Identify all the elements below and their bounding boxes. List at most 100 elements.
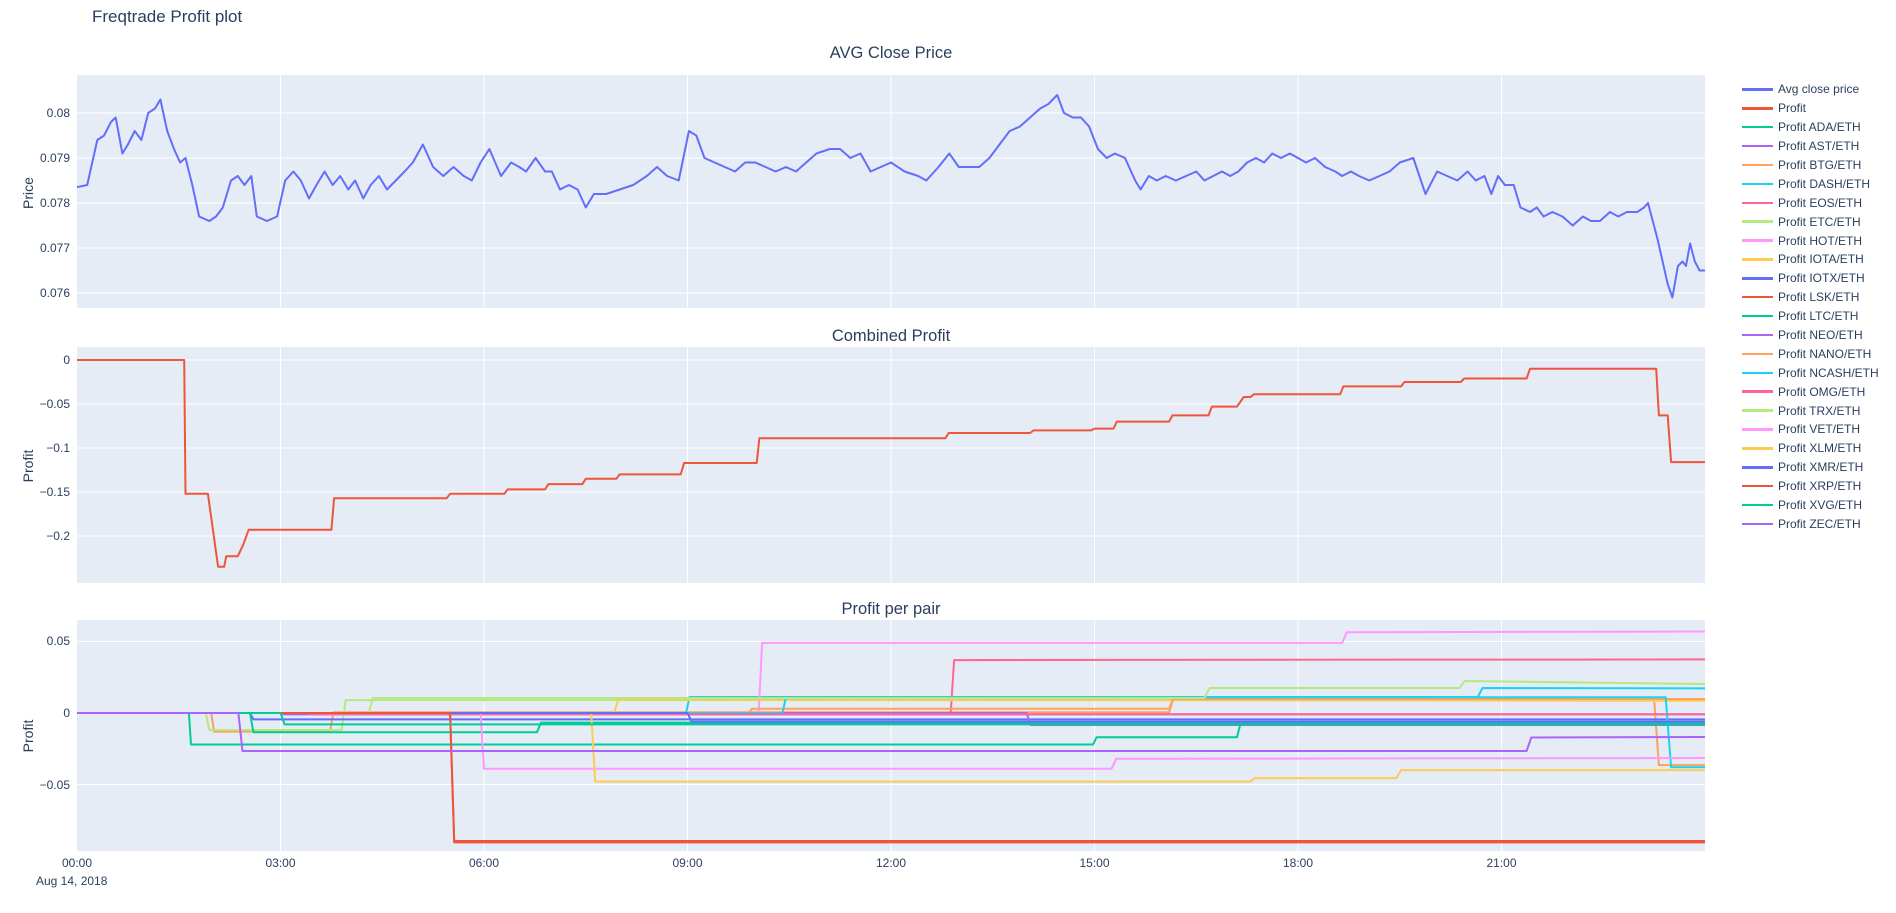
legend-label: Profit IOTA/ETH (1778, 252, 1864, 267)
y-axis-title-price: Price (20, 177, 36, 209)
x-axis-date-label: Aug 14, 2018 (36, 874, 108, 888)
legend-label: Profit TRX/ETH (1778, 403, 1861, 418)
legend-label: Avg close price (1778, 82, 1860, 97)
legend-item-profit-btg-eth[interactable]: Profit BTG/ETH (1742, 156, 1896, 175)
legend-label: Profit EOS/ETH (1778, 195, 1863, 210)
legend-item-profit-neo-eth[interactable]: Profit NEO/ETH (1742, 326, 1896, 345)
legend-line-swatch (1742, 258, 1773, 261)
legend-item-profit-xrp-eth[interactable]: Profit XRP/ETH (1742, 477, 1896, 496)
legend-item-avg-close-price[interactable]: Avg close price (1742, 80, 1896, 99)
legend-item-profit-xvg-eth[interactable]: Profit XVG/ETH (1742, 496, 1896, 515)
legend-label: Profit LSK/ETH (1778, 290, 1860, 305)
legend-line-swatch (1742, 333, 1773, 337)
legend-line-swatch (1742, 88, 1773, 91)
legend-line-swatch (1742, 371, 1773, 375)
legend-label: Profit NCASH/ETH (1778, 365, 1879, 380)
legend-item-profit-ast-eth[interactable]: Profit AST/ETH (1742, 137, 1896, 156)
legend-line-swatch (1742, 277, 1773, 280)
x-tick-label: 03:00 (265, 856, 296, 870)
figure-title: Freqtrade Profit plot (92, 7, 243, 26)
y-tick-label: 0.08 (46, 105, 70, 120)
legend-label: Profit NANO/ETH (1778, 346, 1872, 361)
legend-label: Profit AST/ETH (1778, 139, 1860, 154)
legend-line-swatch (1742, 163, 1773, 167)
legend-line-swatch (1742, 484, 1773, 488)
legend-line-swatch (1742, 125, 1773, 129)
legend-line-swatch (1742, 144, 1773, 148)
legend-item-profit-iota-eth[interactable]: Profit IOTA/ETH (1742, 250, 1896, 269)
series-line-profit-zec-eth[interactable] (77, 712, 1705, 752)
y-tick-label: −0.2 (46, 528, 70, 543)
legend-item-profit-zec-eth[interactable]: Profit ZEC/ETH (1742, 514, 1896, 533)
legend-label: Profit LTC/ETH (1778, 309, 1859, 324)
plot-area-profit-per-pair[interactable] (77, 620, 1705, 851)
legend-item-profit-xlm-eth[interactable]: Profit XLM/ETH (1742, 439, 1896, 458)
legend-line-swatch (1742, 447, 1773, 450)
legend-item-profit-iotx-eth[interactable]: Profit IOTX/ETH (1742, 269, 1896, 288)
legend-item-profit-trx-eth[interactable]: Profit TRX/ETH (1742, 401, 1896, 420)
subplot-title-avg-close-price: AVG Close Price (829, 44, 953, 62)
y-tick-label: −0.15 (39, 484, 70, 499)
legend-line-swatch (1742, 390, 1773, 393)
legend-line-swatch (1742, 352, 1773, 356)
legend-label: Profit ZEC/ETH (1778, 516, 1861, 531)
subplot-title-combined-profit: Combined Profit (831, 327, 951, 345)
legend-label: Profit IOTX/ETH (1778, 271, 1865, 286)
legend-item-profit-ncash-eth[interactable]: Profit NCASH/ETH (1742, 363, 1896, 382)
y-tick-label: 0.078 (39, 195, 70, 210)
legend-label: Profit (1778, 101, 1807, 116)
x-tick-label: 12:00 (875, 856, 907, 870)
x-tick-label: 00:00 (61, 856, 93, 870)
legend-label: Profit OMG/ETH (1778, 384, 1866, 399)
legend-label: Profit XMR/ETH (1778, 460, 1864, 475)
legend-item-profit-ada-eth[interactable]: Profit ADA/ETH (1742, 118, 1896, 137)
legend-item-profit-etc-eth[interactable]: Profit ETC/ETH (1742, 212, 1896, 231)
legend-item-profit-xmr-eth[interactable]: Profit XMR/ETH (1742, 458, 1896, 477)
legend-item-profit-ltc-eth[interactable]: Profit LTC/ETH (1742, 307, 1896, 326)
legend-line-swatch (1742, 503, 1773, 507)
legend-line-swatch (1742, 220, 1773, 223)
legend-line-swatch (1742, 409, 1773, 412)
legend-label: Profit XVG/ETH (1778, 498, 1863, 513)
legend-line-swatch (1742, 239, 1773, 242)
x-tick-label: 18:00 (1282, 856, 1314, 870)
legend-line-swatch (1742, 201, 1773, 205)
y-tick-label: 0 (63, 352, 70, 367)
plot-area-avg-close-price[interactable] (77, 75, 1705, 308)
chart-canvas-combined[interactable] (77, 347, 1705, 583)
legend-item-profit-omg-eth[interactable]: Profit OMG/ETH (1742, 382, 1896, 401)
y-tick-label: 0 (63, 705, 70, 720)
x-tick-label: 21:00 (1486, 856, 1517, 870)
subplot-title-profit-per-pair: Profit per pair (841, 600, 941, 618)
legend-line-swatch (1742, 295, 1773, 299)
legend-item-profit-dash-eth[interactable]: Profit DASH/ETH (1742, 174, 1896, 193)
x-tick-label: 06:00 (468, 856, 500, 870)
legend-label: Profit XLM/ETH (1778, 441, 1862, 456)
legend-label: Profit HOT/ETH (1778, 233, 1863, 248)
legend-line-swatch (1742, 466, 1773, 469)
series-line-profit[interactable] (77, 359, 1705, 568)
legend-label: Profit VET/ETH (1778, 422, 1861, 437)
x-tick-label: 15:00 (1079, 856, 1110, 870)
chart-canvas-price[interactable] (77, 75, 1705, 308)
legend-item-profit-eos-eth[interactable]: Profit EOS/ETH (1742, 193, 1896, 212)
legend-item-profit-lsk-eth[interactable]: Profit LSK/ETH (1742, 288, 1896, 307)
x-tick-label: 09:00 (672, 856, 703, 870)
y-tick-label: 0.05 (46, 634, 70, 649)
legend-item-profit-nano-eth[interactable]: Profit NANO/ETH (1742, 344, 1896, 363)
legend-item-profit-vet-eth[interactable]: Profit VET/ETH (1742, 420, 1896, 439)
series-line-avg-close-price[interactable] (77, 94, 1705, 299)
legend-item-profit-hot-eth[interactable]: Profit HOT/ETH (1742, 231, 1896, 250)
legend-label: Profit XRP/ETH (1778, 479, 1862, 494)
legend-label: Profit ADA/ETH (1778, 120, 1861, 135)
plot-area-combined-profit[interactable] (77, 347, 1705, 583)
legend-label: Profit BTG/ETH (1778, 158, 1862, 172)
series-line-profit-trx-eth[interactable] (77, 680, 1705, 714)
series-line-profit-ada-eth[interactable] (77, 712, 1705, 746)
legend-label: Profit DASH/ETH (1778, 176, 1871, 191)
y-tick-label: 0.079 (39, 150, 70, 165)
legend-item-profit[interactable]: Profit (1742, 99, 1896, 118)
legend-line-swatch (1742, 107, 1773, 110)
chart-canvas-pairs[interactable] (77, 620, 1705, 851)
